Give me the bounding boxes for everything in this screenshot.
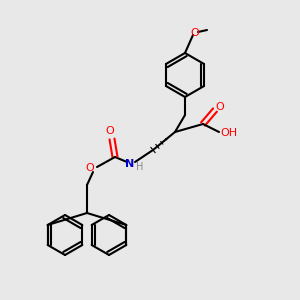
Text: O: O	[106, 126, 114, 136]
Text: O: O	[216, 102, 224, 112]
Text: O: O	[190, 28, 200, 38]
Text: N: N	[125, 159, 135, 169]
Text: O: O	[85, 163, 94, 173]
Text: H: H	[136, 162, 144, 172]
Text: OH: OH	[220, 128, 238, 138]
